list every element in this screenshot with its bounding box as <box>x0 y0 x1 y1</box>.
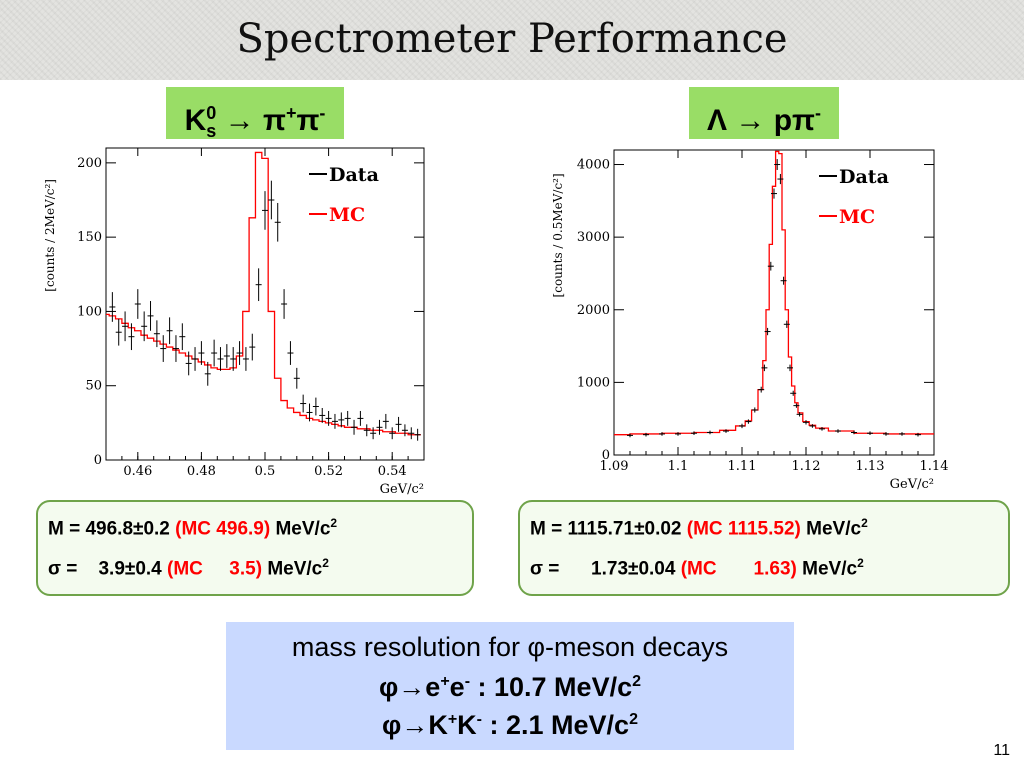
pi-minus-sup: - <box>815 103 821 123</box>
k-label: K <box>184 104 207 137</box>
lambda-decay-header: Λ → pπ- <box>689 87 839 139</box>
pi-label: π <box>792 104 815 137</box>
phi-arrow-k: φ→K <box>382 710 448 740</box>
kk-resolution: : 2.1 MeV/c <box>482 710 630 740</box>
unit-power: 2 <box>330 516 338 530</box>
unit-power: 2 <box>857 556 864 570</box>
plus-sup: + <box>440 673 450 690</box>
mass-error: ±0.02 <box>634 518 682 540</box>
lambda-mass-line: M = 1115.71±0.02 (MC 1115.52) MeV/c2 <box>530 516 868 540</box>
phi-arrow-e: φ→e <box>378 672 441 702</box>
unit-power: 2 <box>629 711 638 728</box>
mc-histogram-line <box>614 150 934 436</box>
plus-sup: + <box>447 711 458 728</box>
mass-value: M = 496.8 <box>48 518 134 540</box>
phi-ee-line: φ→e+e- : 10.7 MeV/c2 <box>226 672 794 703</box>
x-tick-label: 0.5 <box>255 464 276 479</box>
sigma-value: σ = 3.9 <box>48 558 125 580</box>
x-tick-label: 1.09 <box>600 459 629 474</box>
page-number: 11 <box>993 742 1010 759</box>
arrow-icon: → <box>735 104 766 137</box>
k0s-result-box: M = 496.8±0.2 (MC 496.9) MeV/c2 σ = 3.9±… <box>36 500 474 596</box>
k-sup: 0 <box>206 103 217 123</box>
y-tick-label: 4000 <box>577 158 610 173</box>
lambda-result-box: M = 1115.71±0.02 (MC 1115.52) MeV/c2 σ =… <box>518 500 1010 596</box>
x-tick-label: 0.46 <box>123 464 152 479</box>
mass-error: ±0.2 <box>133 518 170 540</box>
proton-label: p <box>773 104 793 137</box>
pi-plus-sup: + <box>285 103 297 123</box>
mass-resolution-summary: mass resolution for φ-meson decays φ→e+e… <box>226 622 794 750</box>
pi-minus-sup: - <box>319 103 326 123</box>
arrow-icon: → <box>224 104 255 137</box>
sigma-unit: MeV/c <box>802 558 858 580</box>
k-label: K <box>457 710 477 740</box>
minus-sup: - <box>476 711 482 728</box>
sigma-mc: (MC 1.63) <box>680 558 797 580</box>
y-tick-label: 0 <box>602 448 610 463</box>
mass-mc: (MC 496.9) <box>175 518 271 540</box>
x-tick-label: 0.54 <box>378 464 407 479</box>
y-tick-label: 0 <box>94 453 102 468</box>
ee-resolution: : 10.7 MeV/c <box>470 672 633 702</box>
pi-label-2: π <box>296 104 320 137</box>
x-tick-label: 1.11 <box>728 459 757 474</box>
sigma-error: ±0.4 <box>124 558 162 580</box>
lambda-sigma-line: σ = 1.73±0.04 (MC 1.63) MeV/c2 <box>530 556 864 580</box>
y-tick-label: 100 <box>77 304 102 319</box>
mass-value: M = 1115.71 <box>530 518 635 540</box>
x-tick-label: 1.14 <box>920 459 949 474</box>
phi-kk-line: φ→K+K- : 2.1 MeV/c2 <box>226 710 794 741</box>
y-tick-label: 1000 <box>577 375 610 390</box>
k0s-decay-header: K0s → π+π- <box>166 87 344 141</box>
y-tick-label: 150 <box>77 230 102 245</box>
sigma-unit: MeV/c <box>267 558 323 580</box>
y-axis-label: [counts / 0.5MeV/c²] <box>551 173 565 297</box>
x-tick-label: 1.1 <box>668 459 689 474</box>
mass-mc: (MC 1115.52) <box>686 518 801 540</box>
x-tick-label: 1.13 <box>856 459 885 474</box>
sigma-mc: (MC 3.5) <box>167 558 263 580</box>
x-tick-label: 0.48 <box>187 464 216 479</box>
y-tick-label: 50 <box>85 379 102 394</box>
unit-power: 2 <box>861 516 868 530</box>
y-tick-label: 3000 <box>577 230 610 245</box>
e-label: e <box>449 672 465 702</box>
x-axis-label: GeV/c² <box>380 482 424 497</box>
k0s-mass-line: M = 496.8±0.2 (MC 496.9) MeV/c2 <box>48 516 337 540</box>
x-axis-label: GeV/c² <box>890 477 934 492</box>
summary-heading: mass resolution for φ-meson decays <box>291 632 729 662</box>
k-sub: s <box>206 121 217 141</box>
sigma-error: ±0.04 <box>628 558 676 580</box>
minus-sup: - <box>464 673 471 690</box>
x-tick-label: 0.52 <box>314 464 343 479</box>
sigma-value: σ = 1.73 <box>530 558 629 580</box>
pi-label: π <box>262 104 286 137</box>
mass-unit: MeV/c <box>275 518 331 540</box>
unit-power: 2 <box>632 673 642 690</box>
x-tick-label: 1.12 <box>792 459 821 474</box>
legend-mc-label: MC <box>329 204 365 226</box>
slide-title: Spectrometer Performance <box>236 16 788 62</box>
legend-data-label: Data <box>329 164 379 186</box>
k0s-mass-histogram: 0.46 0.48 0.5 0.52 0.54 0 50 100 150 200 GeV/c² [co… <box>43 147 425 497</box>
mc-histogram-line <box>106 151 421 436</box>
y-axis-label: [counts / 2MeV/c²] <box>43 179 57 292</box>
k0s-sigma-line: σ = 3.9±0.4 (MC 3.5) MeV/c2 <box>48 556 329 580</box>
lambda-label: Λ <box>707 104 728 137</box>
y-tick-label: 2000 <box>577 303 610 318</box>
mass-unit: MeV/c <box>806 518 862 540</box>
legend-data-label: Data <box>839 166 889 188</box>
title-bar <box>0 0 1024 80</box>
lambda-mass-histogram: 1.09 1.1 1.11 1.12 1.13 1.14 0 1000 2000 3000 4000… <box>551 149 949 492</box>
unit-power: 2 <box>322 556 329 570</box>
legend-mc-label: MC <box>839 206 875 228</box>
y-tick-label: 200 <box>77 156 102 171</box>
